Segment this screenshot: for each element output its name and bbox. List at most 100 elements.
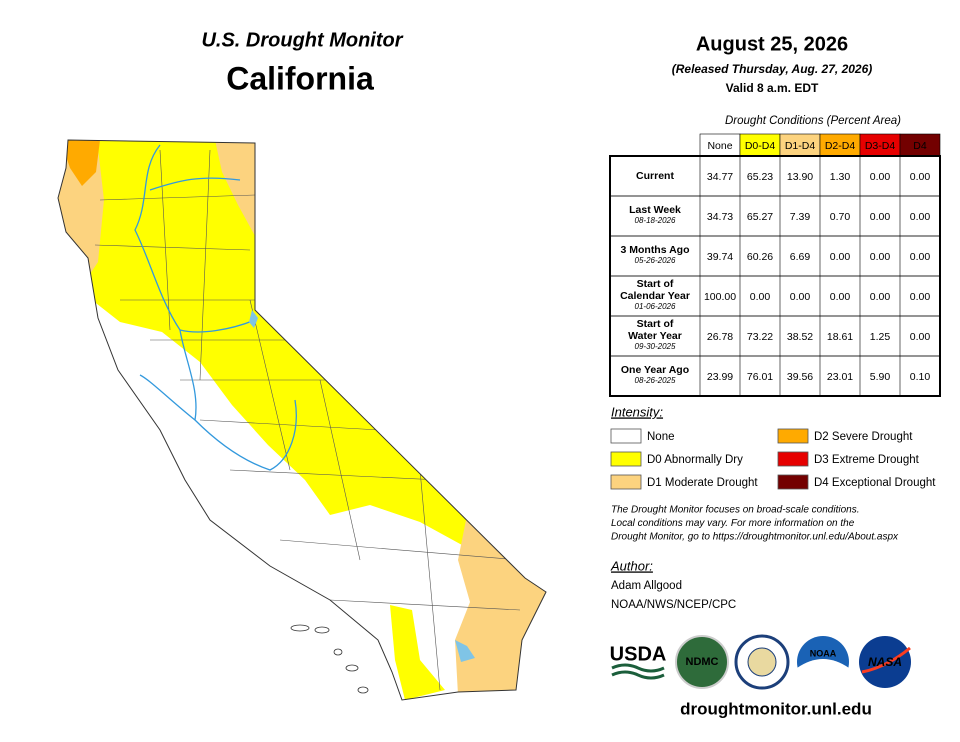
channel-islands [290,624,369,694]
cell-value: 0.00 [870,171,891,183]
legend-label: None [647,431,675,443]
cell-value: 76.01 [747,371,773,383]
legend-swatch [610,451,642,467]
row-label: 3 Months Ago [620,244,689,256]
cell-value: 7.39 [790,211,811,223]
row-date: 05-26-2026 [635,256,676,265]
cell-value: 0.00 [910,211,931,223]
d1-area [58,145,104,280]
cell-value: 18.61 [827,331,853,343]
rivers [134,144,297,471]
cell-value: 1.30 [830,171,851,183]
legend-label: D3 Extreme Drought [814,454,920,466]
logo-usda-waves [611,663,665,680]
legend-label: D4 Exceptional Drought [814,477,936,489]
row-label: One Year Ago [621,364,689,376]
cell-value: 0.00 [750,291,771,303]
row-label: Start of [637,278,674,290]
column-header: D3-D4 [865,140,896,152]
cell-value: 6.69 [790,251,811,263]
logo-seal-inner [747,647,777,677]
note-line: The Drought Monitor focuses on broad-sca… [611,505,859,516]
logo-nasa-swoosh [861,646,911,674]
logo-ndmc-ring [675,635,729,689]
legend-swatch [777,451,809,467]
map-title: U.S. Drought Monitor [201,29,403,51]
column-header: D0-D4 [745,140,776,152]
legend-swatch [610,428,642,444]
cell-value: 1.25 [870,331,891,343]
d0-area [60,140,478,545]
cell-value: 100.00 [704,291,736,303]
cell-value: 65.23 [747,171,773,183]
note-line: Local conditions may vary. For more info… [611,518,855,529]
cell-value: 65.27 [747,211,773,223]
logo-nasa: NASA [868,655,902,669]
table-caption: Drought Conditions (Percent Area) [725,115,901,127]
logo-nasa-ring [859,636,911,688]
logo-noaa-wave [797,659,849,694]
column-header: None [707,140,732,152]
date: August 25, 2026 [696,33,848,55]
cell-value: 0.00 [910,171,931,183]
cell-value: 39.56 [787,371,813,383]
author-affiliation: NOAA/NWS/NCEP/CPC [611,599,736,611]
column-header: D4 [913,140,927,152]
cell-value: 5.90 [870,371,891,383]
d2-area [60,140,100,186]
row-label: Last Week [629,204,681,216]
legend-title: Intensity: [611,404,663,419]
d1-area [455,520,546,695]
cell-value: 0.00 [870,291,891,303]
cell-value: 39.74 [707,251,733,263]
cell-value: 0.00 [870,211,891,223]
column-header: D2-D4 [825,140,856,152]
row-label: Calendar Year [620,290,690,302]
logo-ndmc: NDMC [686,656,719,668]
cell-value: 34.73 [707,211,733,223]
cell-value: 38.52 [787,331,813,343]
row-label: Current [636,170,674,182]
cell-value: 0.00 [830,291,851,303]
d1-area [215,140,260,245]
row-date: 01-06-2026 [635,302,676,311]
column-header: D1-D4 [785,140,816,152]
cell-value: 0.00 [910,291,931,303]
author-name: Adam Allgood [611,580,682,592]
cell-value: 13.90 [787,171,813,183]
state-outline [57,139,547,701]
cell-value: 0.00 [910,251,931,263]
d0-area [390,605,445,700]
california-map [57,139,547,701]
cell-value: 23.99 [707,371,733,383]
cell-value: 0.70 [830,211,851,223]
cell-value: 0.00 [870,251,891,263]
legend-swatch [777,474,809,490]
author-heading: Author: [610,558,653,573]
legend-label: D0 Abnormally Dry [647,454,743,466]
row-date: 08-18-2026 [635,216,676,225]
row-date: 09-30-2025 [635,342,676,351]
cell-value: 26.78 [707,331,733,343]
row-label: Start of [637,318,674,330]
cell-value: 23.01 [827,371,853,383]
table-border [609,155,941,397]
note-line: Drought Monitor, go to https://droughtmo… [611,532,899,543]
row-date: 08-26-2025 [635,376,676,385]
cell-value: 34.77 [707,171,733,183]
cell-value: 0.10 [910,371,931,383]
legend-label: D2 Severe Drought [814,431,913,443]
region-title: California [226,60,374,96]
row-label: Water Year [628,330,682,342]
logo-noaa: NOAA [810,648,837,658]
county-lines [94,149,521,691]
site-url: droughtmonitor.unl.edu [680,699,872,718]
cell-value: 0.00 [910,331,931,343]
legend-swatch [777,428,809,444]
legend-label: D1 Moderate Drought [647,477,758,489]
cell-value: 73.22 [747,331,773,343]
cell-value: 0.00 [790,291,811,303]
cell-value: 60.26 [747,251,773,263]
released: (Released Thursday, Aug. 27, 2026) [672,62,873,76]
